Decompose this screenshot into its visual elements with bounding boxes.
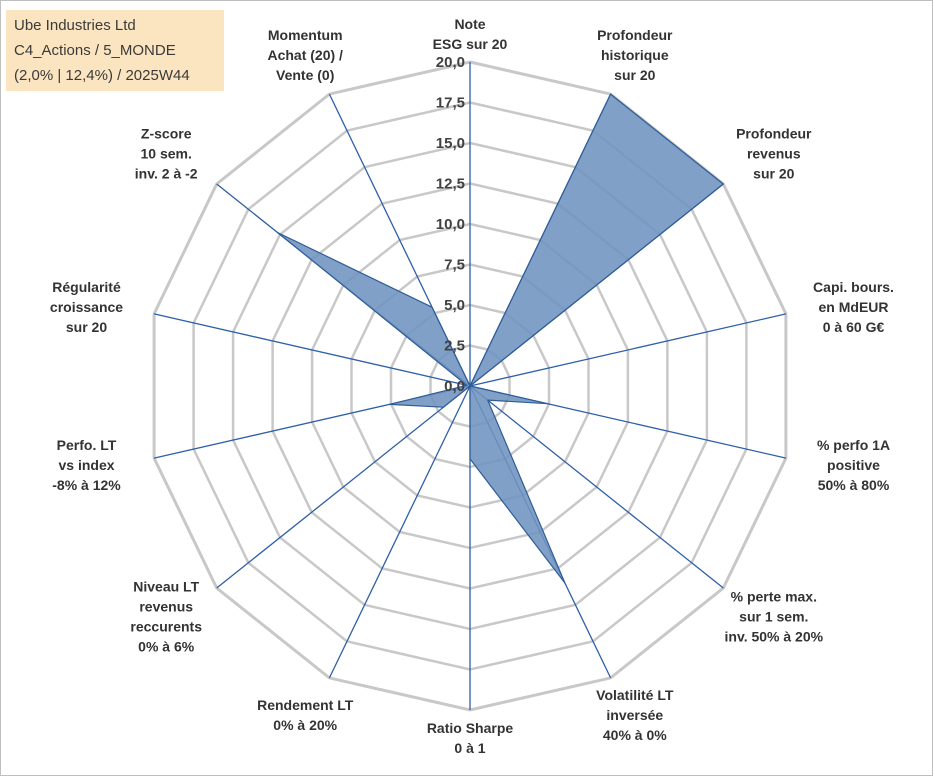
axis-label-7-line-0: Ratio Sharpe [427,720,514,736]
axis-label-3: Capi. bours. en MdEUR 0 à 60 G€ [813,279,894,335]
axis-label-9-line-3: 0% à 6% [138,639,195,655]
tick-label-2: 5,0 [444,297,465,314]
portfolio-category: C4_Actions / 5_MONDE [14,42,176,59]
info-box: Ube Industries Ltd C4_Actions / 5_MONDE … [6,10,224,91]
axis-label-2: Profondeur revenus sur 20 [736,125,812,181]
axis-label-layer: Note ESG sur 20 Profondeur historique sur 20… [50,16,894,756]
axis-label-9-line-0: Niveau LT [133,579,199,595]
axis-label-7: Ratio Sharpe 0 à 1 [427,720,514,756]
axis-label-9: Niveau LT revenus reccurents 0% à 6% [130,579,202,655]
axis-label-2-line-1: revenus [747,145,801,161]
axis-label-1-line-0: Profondeur [597,27,673,43]
performance-week: (2,0% | 12,4%) / 2025W44 [14,67,190,84]
axis-spoke-3 [469,313,787,387]
axis-label-4-line-2: 50% à 80% [818,477,890,493]
axis-label-12-line-2: inv. 2 à -2 [135,165,198,181]
axis-label-4-line-1: positive [827,457,880,473]
axis-label-8-line-1: 0% à 20% [273,717,337,733]
axis-label-0-line-0: Note [454,16,485,32]
axis-label-0: Note ESG sur 20 [433,16,508,52]
tick-label-0: 0,0 [444,378,465,395]
axis-label-10-line-2: -8% à 12% [52,477,121,493]
axis-label-9-line-2: reccurents [130,619,202,635]
axis-label-2-line-0: Profondeur [736,125,812,141]
axis-label-9-line-1: revenus [139,599,193,615]
axis-label-13-line-0: Momentum [268,27,343,43]
tick-label-3: 7,5 [444,257,465,274]
axis-label-5-line-1: sur 1 sem. [739,609,808,625]
axis-label-1: Profondeur historique sur 20 [597,27,673,83]
axis-label-6: Volatilité LT inversée 40% à 0% [596,687,674,743]
axis-spoke-8 [328,385,471,679]
axis-label-10-line-0: Perfo. LT [57,437,117,453]
tick-label-5: 12,5 [436,176,465,193]
tick-label-layer: 0,0 2,5 5,0 7,5 10,0 12,5 15,0 17,5 20,0 [436,54,465,395]
tick-label-6: 15,0 [436,135,465,152]
axis-spoke-5 [469,385,724,589]
axis-label-8: Rendement LT 0% à 20% [257,697,354,733]
axis-spoke-9 [216,385,471,589]
axis-label-1-line-2: sur 20 [614,67,655,83]
series-layer [276,93,724,584]
axis-label-8-line-0: Rendement LT [257,697,354,713]
axis-label-11: Régularité croissance sur 20 [50,279,123,335]
tick-label-8: 20,0 [436,54,465,71]
axis-label-5: % perte max. sur 1 sem. inv. 50% à 20% [725,589,824,645]
axis-label-3-line-0: Capi. bours. [813,279,894,295]
axis-label-3-line-2: 0 à 60 G€ [823,319,885,335]
axis-label-13-line-2: Vente (0) [276,67,334,83]
series-area [276,93,724,584]
axis-label-10: Perfo. LT vs index -8% à 12% [52,437,121,493]
axis-label-0-line-1: ESG sur 20 [433,36,508,52]
axis-label-6-line-0: Volatilité LT [596,687,674,703]
axis-label-4-line-0: % perfo 1A [817,437,890,453]
axis-spoke-11 [153,313,471,387]
axis-label-5-line-2: inv. 50% à 20% [725,629,824,645]
company-name: Ube Industries Ltd [14,17,136,34]
axis-label-4: % perfo 1A positive 50% à 80% [817,437,890,493]
axis-label-6-line-1: inversée [606,707,663,723]
tick-label-7: 17,5 [436,95,465,112]
axis-label-13: Momentum Achat (20) / Vente (0) [267,27,343,83]
axis-label-1-line-1: historique [601,47,669,63]
axis-label-11-line-2: sur 20 [66,319,107,335]
axis-label-11-line-1: croissance [50,299,123,315]
axis-label-5-line-0: % perte max. [731,589,817,605]
axis-label-10-line-1: vs index [58,457,114,473]
axis-label-12: Z-score 10 sem. inv. 2 à -2 [135,125,198,181]
tick-label-4: 10,0 [436,216,465,233]
axis-label-7-line-1: 0 à 1 [454,740,485,756]
tick-label-1: 2,5 [444,338,465,355]
axis-label-11-line-0: Régularité [52,279,121,295]
axis-label-13-line-1: Achat (20) / [267,47,343,63]
axis-label-12-line-1: 10 sem. [141,145,192,161]
axis-label-6-line-2: 40% à 0% [603,727,667,743]
axis-label-2-line-2: sur 20 [753,165,794,181]
axis-label-3-line-1: en MdEUR [819,299,889,315]
axis-label-12-line-0: Z-score [141,125,192,141]
